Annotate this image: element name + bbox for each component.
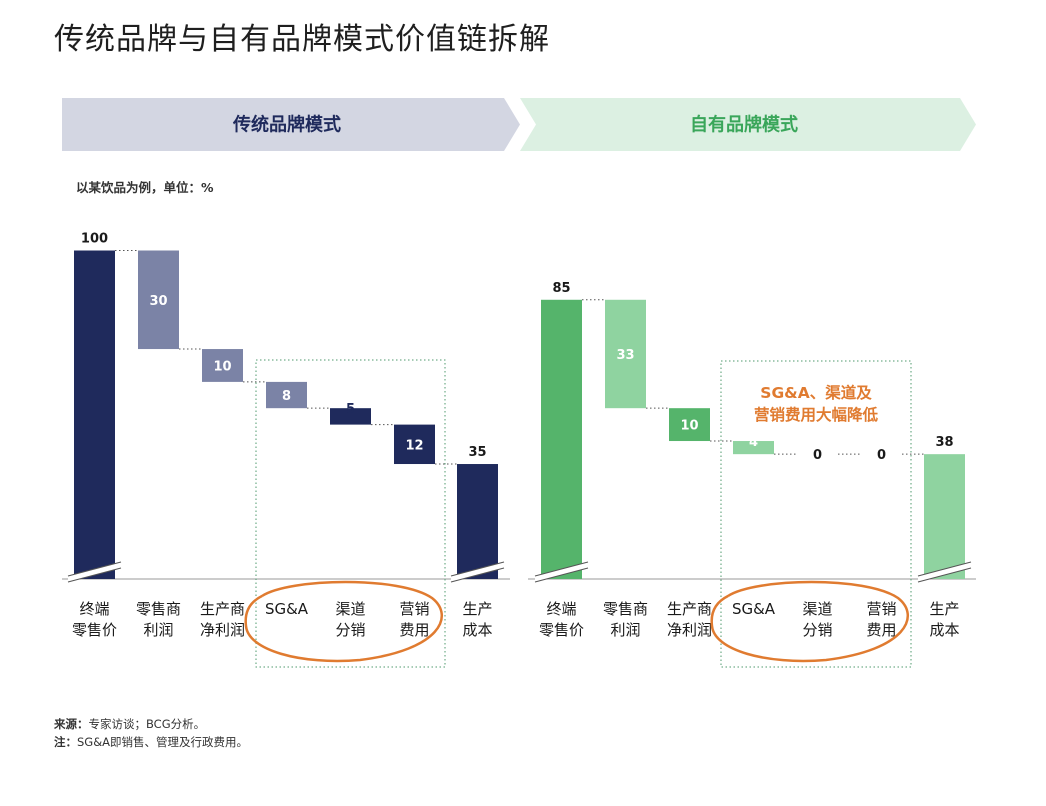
traditional-axis-break [68,562,121,582]
own-brand-bar [605,299,646,409]
own-brand-annotation: SG&A、渠道及营销费用大幅降低 [754,383,879,424]
traditional-axis-break-line [450,567,505,583]
own-brand-category-label: 零售商利润 [603,600,648,639]
own-brand-axis-break-line [917,561,972,577]
banner-traditional-shape [62,98,520,151]
traditional-value-label: 5 [346,402,355,417]
traditional-value-label: 10 [213,359,231,374]
own-brand-category-label: SG&A [732,600,776,618]
traditional-axis-break [451,562,504,582]
traditional-bar [330,408,371,425]
own-brand-category-label: 生产成本 [929,600,959,639]
traditional-category-label: 零售商利润 [136,600,181,639]
traditional-category-label: 生产成本 [462,600,492,639]
own-brand-category-label: 营销费用 [866,600,896,639]
source-label: 来源： [54,717,89,731]
own-brand-category-label: 渠道分销 [802,600,832,639]
traditional-category-label: 终端零售价 [72,600,117,639]
own-brand-category-label: 终端零售价 [539,600,584,639]
own-brand-value-label: 0 [877,448,886,463]
own-brand-axis-break-line [917,567,972,583]
own-brand-value-label: 85 [552,281,570,296]
traditional-category-label: 生产商净利润 [200,600,245,639]
traditional-category-label: 渠道分销 [335,600,365,639]
source-text: 专家访谈；BCG分析。 [88,717,206,731]
chart-subtitle: 以某饮品为例，单位：% [76,180,214,195]
own-brand-axis-break [918,562,971,582]
own-brand-value-label: 0 [813,448,822,463]
banner-own-brand-label: 自有品牌模式 [690,114,798,136]
traditional-value-label: 35 [468,445,486,460]
traditional-bar [74,250,115,579]
own-brand-value-label: 4 [749,435,758,450]
own-brand-value-label: 38 [935,435,953,450]
own-brand-bar [541,299,582,579]
traditional-highlight-ellipse [244,580,443,663]
own-brand-highlight-ellipse [710,580,909,663]
traditional-value-label: 12 [405,438,423,453]
traditional-bar [394,424,435,465]
traditional-bar [457,464,498,579]
traditional-value-label: 30 [149,294,167,309]
own-brand-bar [733,441,774,455]
banner-own-brand-shape [520,98,976,151]
own-brand-axis-break-line [534,561,589,577]
traditional-value-label: 8 [282,389,291,404]
traditional-axis-break-line [450,561,505,577]
traditional-category-label: SG&A [265,600,309,618]
traditional-bar [266,381,307,409]
traditional-category-label: 营销费用 [399,600,429,639]
page-title: 传统品牌与自有品牌模式价值链拆解 [54,22,550,57]
own-brand-axis-break-line [534,567,589,583]
note-label: 注： [54,735,77,749]
own-brand-bar [924,454,965,579]
traditional-axis-break-line [67,567,122,583]
footnote-source: 来源：专家访谈；BCG分析。 [54,716,205,732]
own-brand-value-label: 33 [616,348,634,363]
own-brand-axis-break [535,562,588,582]
footnote-note: 注：SG&A即销售、管理及行政费用。 [54,734,248,750]
traditional-bar [202,349,243,382]
note-text: SG&A即销售、管理及行政费用。 [77,735,249,749]
own-brand-bar [669,408,710,442]
banner-traditional-label: 传统品牌模式 [232,114,341,136]
traditional-axis-break-line [67,561,122,577]
own-brand-category-label: 生产商净利润 [667,600,712,639]
own-brand-value-label: 10 [680,419,698,434]
traditional-bar [138,250,179,350]
traditional-value-label: 100 [81,232,108,247]
